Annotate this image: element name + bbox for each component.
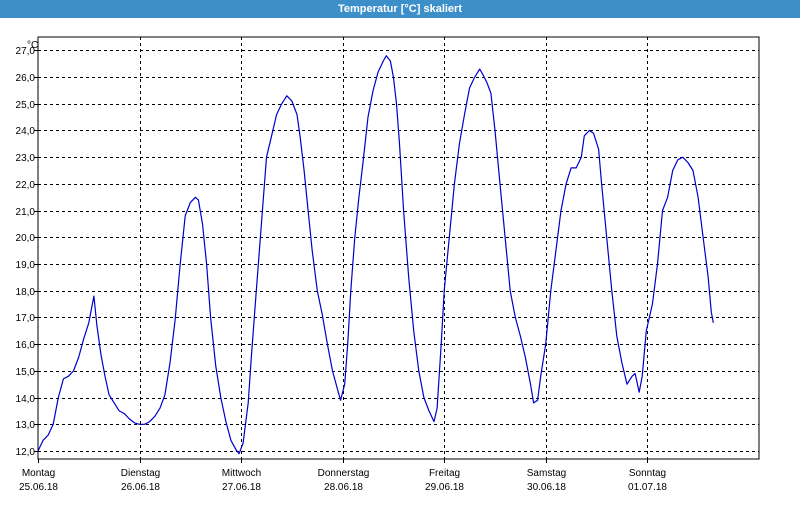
y-tick-label: 21,0 bbox=[16, 207, 36, 218]
y-tick-label: 22,0 bbox=[16, 180, 36, 191]
x-tick-day-label: Freitag bbox=[429, 468, 460, 479]
y-tick-label: 18,0 bbox=[16, 287, 36, 298]
y-tick-label: 23,0 bbox=[16, 153, 36, 164]
grid bbox=[38, 37, 759, 459]
x-tick-day-label: Donnerstag bbox=[318, 468, 370, 479]
y-axis-unit-label: °C bbox=[27, 40, 38, 51]
y-tick-label: 12,0 bbox=[16, 447, 36, 458]
temperature-series-line bbox=[37, 55, 714, 455]
tick-labels: 12,0 13,0 14,0 15,0 16,0 17,0 18,0 19,0 20,0 21,0… bbox=[16, 46, 668, 493]
x-tick-day-label: Mittwoch bbox=[222, 468, 261, 479]
x-tick-day-label: Samstag bbox=[527, 468, 566, 479]
plot-frame bbox=[37, 36, 760, 460]
x-tick-date-label: 25.06.18 bbox=[19, 482, 58, 493]
x-tick-day-label: Sonntag bbox=[629, 468, 666, 479]
x-tick-date-label: 01.07.18 bbox=[628, 482, 667, 493]
axes bbox=[34, 36, 760, 463]
y-tick-label: 19,0 bbox=[16, 260, 36, 271]
x-tick-date-label: 27.06.18 bbox=[222, 482, 261, 493]
y-tick-label: 24,0 bbox=[16, 126, 36, 137]
x-tick-day-label: Dienstag bbox=[121, 468, 160, 479]
chart-area: 12,0 13,0 14,0 15,0 16,0 17,0 18,0 19,0 20,0 21,0… bbox=[0, 18, 800, 500]
window-title: Temperatur [°C] skaliert bbox=[0, 0, 800, 18]
y-tick-label: 14,0 bbox=[16, 394, 36, 405]
x-tick-date-label: 28.06.18 bbox=[324, 482, 363, 493]
x-tick-day-label: Montag bbox=[22, 468, 55, 479]
y-tick-label: 27,0 bbox=[16, 46, 36, 57]
y-tick-label: 15,0 bbox=[16, 367, 36, 378]
temperature-chart: 12,0 13,0 14,0 15,0 16,0 17,0 18,0 19,0 20,0 21,0… bbox=[16, 36, 760, 493]
y-tick-label: 16,0 bbox=[16, 340, 36, 351]
y-tick-label: 25,0 bbox=[16, 100, 36, 111]
x-tick-date-label: 30.06.18 bbox=[527, 482, 566, 493]
y-tick-label: 20,0 bbox=[16, 233, 36, 244]
x-tick-date-label: 26.06.18 bbox=[121, 482, 160, 493]
y-tick-label: 17,0 bbox=[16, 313, 36, 324]
y-tick-label: 26,0 bbox=[16, 73, 36, 84]
y-tick-label: 13,0 bbox=[16, 420, 36, 431]
series-layer bbox=[37, 55, 714, 455]
x-tick-date-label: 29.06.18 bbox=[425, 482, 464, 493]
